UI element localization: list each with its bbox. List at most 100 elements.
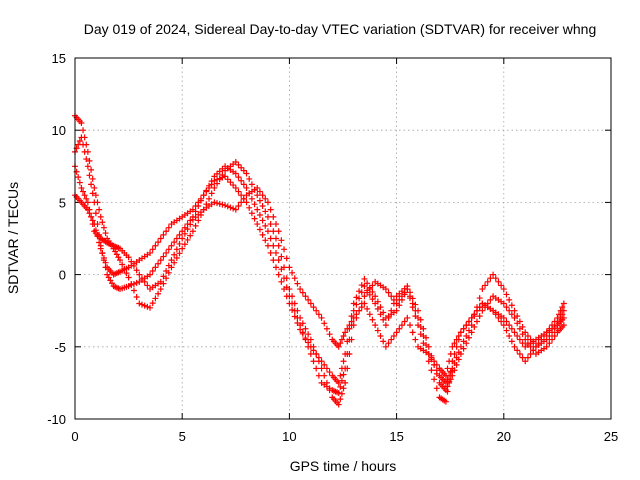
data-point	[179, 235, 186, 242]
data-point	[342, 351, 349, 358]
data-point	[471, 311, 478, 318]
data-point	[256, 226, 263, 233]
data-point	[254, 184, 261, 191]
data-point	[302, 325, 309, 332]
data-point	[240, 195, 247, 202]
data-point	[522, 336, 529, 343]
data-point	[264, 199, 271, 206]
data-point	[310, 358, 317, 365]
data-point	[350, 314, 357, 321]
plot-frame	[74, 57, 612, 420]
data-point	[238, 199, 245, 206]
data-point	[340, 371, 347, 378]
data-point	[80, 141, 87, 148]
data-point	[264, 242, 271, 249]
data-point	[508, 302, 515, 309]
data-point	[294, 280, 301, 287]
data-point	[313, 351, 320, 358]
data-point	[216, 175, 223, 182]
data-point	[377, 304, 384, 311]
data-point	[444, 383, 451, 390]
data-point	[84, 163, 91, 170]
y-tick-label: -10	[47, 412, 66, 427]
data-point	[412, 301, 419, 308]
data-point	[102, 259, 109, 266]
data-point	[286, 300, 293, 307]
data-point	[99, 219, 106, 226]
data-point	[96, 239, 103, 246]
data-point	[353, 311, 360, 318]
data-point	[181, 230, 188, 237]
data-point	[80, 188, 87, 195]
data-point	[130, 262, 137, 269]
data-point	[141, 302, 148, 309]
data-point	[149, 246, 156, 253]
data-point	[460, 338, 467, 345]
data-point	[299, 330, 306, 337]
data-point	[453, 336, 460, 343]
data-point	[254, 192, 261, 199]
data-point	[273, 249, 279, 256]
data-point	[554, 322, 561, 329]
data-point	[382, 286, 389, 293]
data-point	[214, 176, 221, 183]
data-point	[342, 329, 349, 336]
data-point	[369, 288, 376, 295]
data-point	[147, 249, 154, 256]
data-point	[401, 318, 408, 325]
data-point	[361, 283, 368, 290]
data-point	[203, 188, 210, 195]
data-point	[433, 361, 440, 368]
data-point	[431, 376, 438, 383]
data-point	[139, 275, 145, 282]
data-point	[235, 174, 242, 181]
data-point	[560, 300, 567, 307]
data-point	[307, 343, 314, 350]
data-point	[463, 322, 470, 329]
data-point	[415, 314, 422, 321]
data-point	[522, 358, 529, 365]
y-axis-label: SDTVAR / TECUs	[5, 182, 21, 294]
data-point	[474, 318, 480, 325]
data-point	[551, 332, 558, 339]
data-point	[337, 372, 344, 379]
data-point	[318, 365, 325, 372]
data-point	[369, 316, 376, 323]
data-point	[380, 309, 387, 316]
data-point	[490, 271, 497, 278]
data-point	[503, 327, 510, 334]
data-point	[546, 340, 553, 347]
data-point	[543, 336, 550, 343]
data-point	[136, 271, 143, 278]
data-point	[337, 383, 344, 390]
data-point	[519, 354, 526, 361]
data-point	[500, 314, 507, 321]
data-point	[313, 307, 320, 314]
data-point	[508, 338, 515, 345]
data-point	[433, 385, 440, 392]
data-point	[86, 172, 93, 179]
data-point	[442, 379, 449, 386]
data-point	[155, 260, 162, 267]
data-point	[208, 181, 215, 188]
data-point	[243, 170, 250, 177]
data-point	[117, 257, 124, 264]
data-point	[291, 307, 298, 314]
data-point	[321, 320, 328, 327]
data-point	[348, 318, 355, 325]
data-point	[262, 208, 269, 215]
data-point	[340, 358, 347, 365]
data-point	[125, 274, 132, 281]
data-point	[398, 296, 405, 303]
data-point	[318, 358, 325, 365]
data-point	[155, 290, 162, 297]
data-point	[259, 203, 266, 210]
data-point	[235, 161, 242, 168]
data-point	[428, 354, 435, 361]
data-point	[192, 203, 199, 210]
data-point	[273, 235, 279, 242]
data-point	[179, 245, 186, 252]
data-point	[297, 286, 304, 293]
data-point	[163, 267, 170, 274]
data-point	[278, 253, 285, 260]
